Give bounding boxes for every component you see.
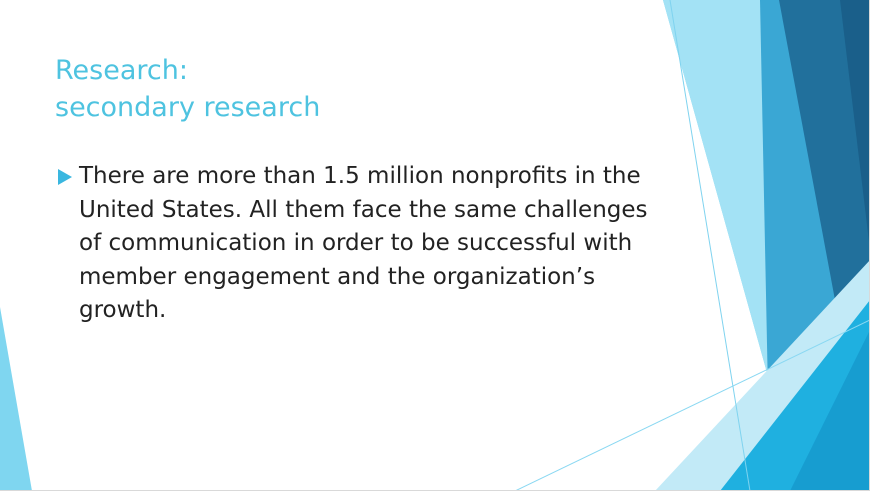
slide-title-line-1: Research: (55, 55, 188, 86)
slide-title: Research: secondary research (55, 52, 320, 126)
right-dark-facet (779, 0, 869, 300)
bullet-text: There are more than 1.5 million nonprofi… (79, 163, 648, 323)
bullet-list: There are more than 1.5 million nonprofi… (58, 160, 658, 328)
triangle-bullet-icon (58, 169, 72, 185)
right-navy-facet (840, 0, 869, 242)
diagonal-line-2 (515, 319, 869, 490)
diagonal-line-1 (669, 0, 751, 490)
slide-title-line-2: secondary research (55, 92, 321, 123)
bottom-mid-wedge (790, 332, 869, 490)
left-accent-shape (0, 307, 32, 490)
bullet-item: There are more than 1.5 million nonprofi… (58, 160, 658, 328)
